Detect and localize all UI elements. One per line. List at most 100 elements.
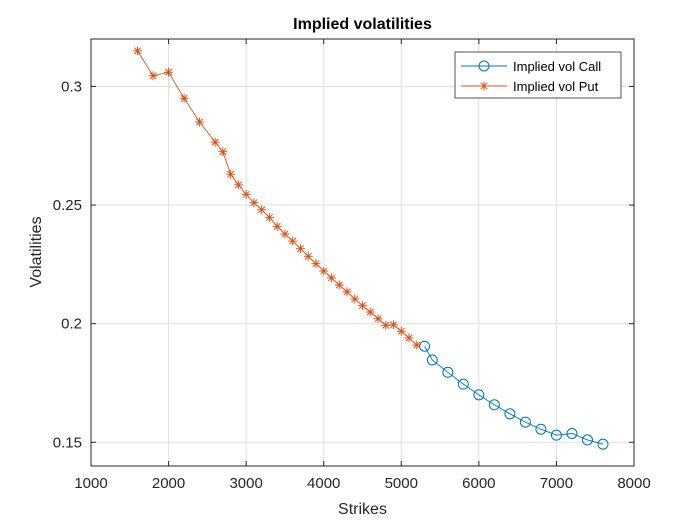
legend: Implied vol Call Implied vol Put: [454, 51, 622, 99]
data-point-implied-vol-put: [350, 294, 360, 304]
data-point-implied-vol-call: [488, 399, 500, 411]
x-tick-label: 8000: [617, 475, 650, 492]
data-point-implied-vol-put: [334, 280, 344, 290]
data-point-implied-vol-put: [373, 314, 383, 324]
data-point-implied-vol-put: [257, 205, 267, 215]
data-point-implied-vol-put: [303, 251, 313, 261]
series-layer: [133, 46, 609, 450]
data-point-implied-vol-call: [597, 438, 609, 450]
asterisk-stroke: [234, 181, 242, 189]
x-tick-label: 7000: [540, 475, 573, 492]
asterisk-stroke: [343, 288, 351, 296]
data-point-implied-vol-put: [342, 287, 352, 297]
legend-entries: Implied vol Call Implied vol Put: [461, 59, 601, 94]
x-tick-label: 6000: [462, 475, 495, 492]
data-point-implied-vol-call: [550, 429, 562, 441]
asterisk-stroke: [358, 302, 367, 310]
asterisk-stroke: [273, 222, 281, 230]
x-tick-label: 3000: [229, 475, 262, 492]
data-point-implied-vol-put: [164, 67, 174, 77]
asterisk-stroke: [366, 308, 374, 316]
asterisk-stroke: [480, 82, 488, 90]
asterisk-stroke: [250, 199, 258, 207]
data-point-implied-vol-call: [566, 428, 578, 440]
data-point-implied-vol-call: [457, 378, 469, 390]
data-point-implied-vol-put: [311, 259, 321, 269]
asterisk-stroke: [211, 138, 219, 146]
data-point-implied-vol-put: [381, 320, 391, 330]
chart-title: Implied volatilities: [293, 16, 432, 33]
data-point-implied-vol-put: [412, 340, 422, 350]
asterisk-stroke: [296, 245, 304, 253]
data-point-implied-vol-put: [326, 273, 336, 283]
data-point-implied-vol-put: [210, 137, 220, 147]
data-point-implied-vol-put: [272, 221, 282, 231]
asterisk-stroke: [320, 267, 328, 275]
axes-box: [90, 38, 635, 467]
asterisk-stroke: [180, 94, 188, 102]
data-point-implied-vol-call: [581, 434, 593, 446]
data-point-implied-vol-put: [295, 244, 305, 254]
data-point-implied-vol-put: [288, 236, 298, 246]
asterisk-stroke: [389, 321, 398, 329]
asterisk-stroke: [196, 118, 204, 126]
y-axis-label: Volatilities: [28, 216, 45, 287]
data-point-implied-vol-call: [504, 408, 516, 420]
legend-marker: [478, 60, 490, 72]
ticks: 1000 2000 3000 4000 5000 6000 7000 8000 0.15 0.2 0…: [53, 39, 651, 492]
data-point-implied-vol-put: [195, 117, 205, 127]
x-axis-label: Strikes: [338, 501, 387, 518]
asterisk-stroke: [258, 206, 266, 214]
y-tick-label: 0.25: [53, 197, 82, 214]
asterisk-stroke: [165, 68, 173, 76]
plot-area: [91, 39, 634, 466]
y-tick-label: 0.3: [61, 78, 82, 95]
asterisk-stroke: [133, 47, 142, 55]
data-point-implied-vol-put: [148, 71, 158, 81]
data-point-implied-vol-put: [233, 180, 243, 190]
asterisk-stroke: [281, 230, 289, 238]
legend-entry-implied-vol-put: Implied vol Put: [461, 79, 599, 94]
asterisk-stroke: [265, 213, 273, 221]
data-point-implied-vol-put: [264, 212, 274, 222]
data-point-implied-vol-put: [389, 320, 399, 330]
series-implied-vol-call: [419, 340, 609, 450]
asterisk-stroke: [327, 274, 336, 282]
data-point-implied-vol-put: [241, 189, 251, 199]
asterisk-stroke: [289, 237, 297, 245]
data-point-implied-vol-call: [535, 423, 547, 435]
y-tick-label: 0.15: [53, 434, 82, 451]
asterisk-stroke: [149, 72, 157, 80]
data-point-implied-vol-put: [218, 147, 228, 157]
legend-label: Implied vol Put: [513, 79, 599, 94]
asterisk-stroke: [219, 148, 227, 156]
data-point-implied-vol-put: [365, 307, 375, 317]
data-point-implied-vol-put: [358, 301, 367, 311]
data-point-implied-vol-call: [442, 366, 454, 378]
x-tick-label: 5000: [385, 475, 418, 492]
series-implied-vol-put: [133, 46, 422, 350]
series-line-implied-vol-call: [424, 345, 604, 445]
asterisk-stroke: [382, 321, 390, 329]
data-point-implied-vol-call: [419, 340, 431, 352]
data-point-implied-vol-call: [426, 354, 438, 366]
asterisk-stroke: [312, 260, 320, 268]
data-point-implied-vol-put: [280, 229, 290, 239]
legend-label: Implied vol Call: [513, 59, 601, 74]
data-point-implied-vol-put: [396, 326, 406, 336]
data-point-implied-vol-put: [249, 198, 259, 208]
x-tick-label: 2000: [152, 475, 185, 492]
data-point-implied-vol-put: [179, 93, 189, 103]
data-point-implied-vol-put: [226, 169, 236, 179]
data-point-implied-vol-put: [319, 266, 329, 276]
asterisk-stroke: [374, 315, 382, 323]
asterisk-stroke: [413, 341, 421, 349]
legend-entry-implied-vol-call: Implied vol Call: [461, 59, 601, 74]
asterisk-stroke: [335, 281, 343, 289]
asterisk-stroke: [405, 334, 413, 342]
y-tick-label: 0.2: [61, 316, 82, 333]
asterisk-stroke: [242, 190, 250, 198]
data-point-implied-vol-call: [473, 389, 485, 401]
asterisk-stroke: [227, 170, 235, 178]
x-tick-label: 4000: [307, 475, 340, 492]
